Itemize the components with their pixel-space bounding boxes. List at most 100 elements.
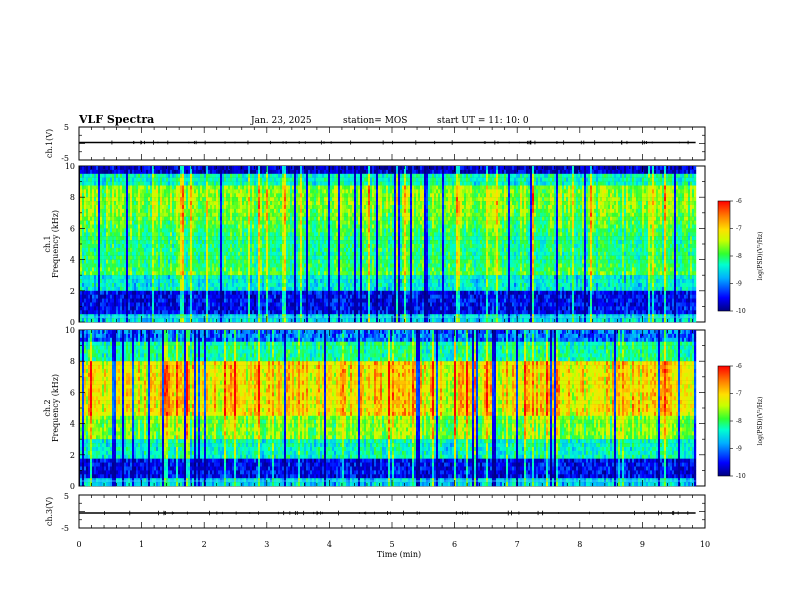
spectrogram-cell [286,310,288,314]
spectrogram-cell [278,225,280,229]
spectrogram-cell [226,240,228,244]
spectrogram-cell [168,303,170,307]
spectrogram-cell [188,174,190,178]
spectrogram-cell [236,186,238,190]
spectrogram-cell [106,236,108,240]
spectrogram-cell [180,314,182,318]
spectrogram-cell [178,193,180,197]
spectrogram-cell [148,295,150,299]
spectrogram-cell [134,264,136,268]
spectrogram-cell [290,264,292,268]
spectrogram-cell [306,182,308,186]
spectrogram-cell [276,291,278,295]
spectrogram-cell [168,225,170,229]
spectrogram-cell [200,205,202,209]
spectrogram-cell [156,166,158,170]
spectrogram-cell [80,271,82,275]
spectrogram-cell [160,295,162,299]
spectrogram-cell [230,299,232,303]
spectrogram-cell [232,240,234,244]
spectrogram-cell [270,291,272,295]
spectrogram-cell [312,291,314,295]
spectrogram-cell [228,314,230,318]
spectrogram-cell [260,310,262,314]
spectrogram-cell [166,221,168,225]
spectrogram-cell [302,310,304,314]
spectrogram-cell [190,252,192,256]
spectrogram-cell [182,170,184,174]
spectrogram-cell [92,205,94,209]
spectrogram-cell [132,275,134,279]
spectrogram-cell [310,283,312,287]
spectrogram-cell [138,310,140,314]
spectrogram-cell [120,182,122,186]
spectrogram-cell [92,189,94,193]
spectrogram-cell [216,221,218,225]
spectrogram-cell [254,240,256,244]
spectrogram-cell [296,213,298,217]
spectrogram-cell [164,166,166,170]
spectrogram-cell [260,283,262,287]
spectrogram-cell [234,283,236,287]
spectrogram-cell [240,221,242,225]
spectrogram-cell [230,209,232,213]
spectrogram-cell [280,310,282,314]
spectrogram-cell [290,295,292,299]
spectrogram-cell [296,166,298,170]
spectrogram-cell [200,232,202,236]
spectrogram-cell [188,240,190,244]
spectrogram-cell [132,310,134,314]
spectrogram-cell [116,299,118,303]
spectrogram-cell [132,170,134,174]
spectrogram-cell [298,244,300,248]
spectrogram-cell [288,225,290,229]
spectrogram-cell [196,228,198,232]
spectrogram-cell [118,189,120,193]
spectrogram-cell [224,221,226,225]
spectrogram-cell [224,178,226,182]
spectrogram-cell [172,271,174,275]
spectrogram-cell [290,205,292,209]
spectrogram-cell [192,279,194,283]
spectrogram-cell [196,217,198,221]
spectrogram-cell [302,225,304,229]
spectrogram-cell [300,267,302,271]
spectrogram-cell [138,306,140,310]
spectrogram-cell [126,244,128,248]
spectrogram-cell [314,299,316,303]
spectrogram-cell [156,240,158,244]
spectrogram-cell [124,267,126,271]
spectrogram-cell [250,314,252,318]
spectrogram-cell [118,197,120,201]
spectrogram-cell [314,283,316,287]
spectrogram-cell [210,314,212,318]
spectrogram-cell [94,260,96,264]
spectrogram-cell [108,275,110,279]
spectrogram-cell [282,283,284,287]
spectrogram-cell [302,236,304,240]
spectrogram-cell [182,295,184,299]
spectrogram-cell [142,240,144,244]
spectrogram-cell [152,260,154,264]
spectrogram-cell [242,267,244,271]
spectrogram-cell [158,248,160,252]
spectrogram-cell [214,213,216,217]
spectrogram-cell [86,178,88,182]
spectrogram-cell [308,170,310,174]
spectrogram-cell [100,310,102,314]
spectrogram-cell [116,209,118,213]
spectrogram-cell [116,232,118,236]
spectrogram-cell [216,244,218,248]
spectrogram-cell [150,271,152,275]
spectrogram-cell [110,228,112,232]
spectrogram-cell [226,252,228,256]
spectrogram-cell [224,197,226,201]
spectrogram-cell [102,248,104,252]
spectrogram-cell [240,225,242,229]
spectrogram-cell [86,248,88,252]
spectrogram-cell [116,264,118,268]
spectrogram-cell [234,291,236,295]
spectrogram-cell [138,279,140,283]
spectrogram-cell [242,189,244,193]
spectrogram-cell [118,174,120,178]
